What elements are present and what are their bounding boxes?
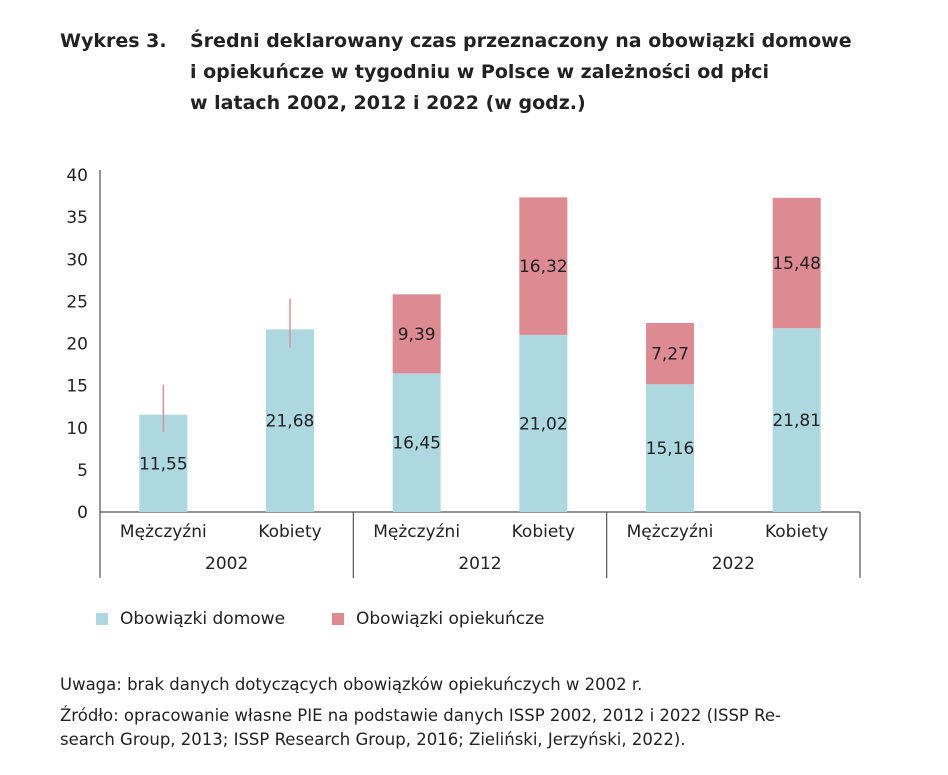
category-label: Mężczyźni: [120, 522, 207, 542]
data-label: 21,02: [519, 414, 568, 434]
legend-label: Obowiązki opiekuńcze: [356, 609, 545, 629]
legend-swatch: [96, 613, 108, 625]
title-line: i opiekuńcze w tygodniu w Polsce w zależ…: [190, 61, 769, 83]
y-tick-label: 40: [66, 166, 88, 186]
source-line: Źródło: opracowanie własne PIE na podsta…: [60, 706, 781, 725]
category-label: Kobiety: [765, 522, 828, 542]
bar-opiekuncze: [392, 294, 441, 374]
note: Uwaga: brak danych dotyczących obowiązkó…: [60, 675, 643, 694]
legend-item-domowe: Obowiązki domowe: [96, 609, 285, 629]
category-label: Kobiety: [258, 522, 321, 542]
data-label: 11,55: [139, 454, 188, 474]
y-tick-label: 30: [66, 250, 88, 270]
data-label: 21,68: [266, 412, 315, 432]
data-label: 9,39: [398, 325, 436, 345]
group-label: 2022: [712, 554, 755, 574]
data-label: 7,27: [651, 345, 689, 365]
bar-domowe: [772, 328, 821, 512]
group-label: 2002: [205, 554, 248, 574]
source-line: search Group, 2013; ISSP Research Group,…: [60, 730, 686, 749]
y-tick-label: 0: [77, 503, 88, 523]
data-label: 21,81: [772, 411, 821, 431]
data-label: 16,32: [519, 257, 568, 277]
category-label: Mężczyźni: [373, 522, 460, 542]
y-tick-label: 35: [66, 208, 88, 228]
bar-domowe: [266, 329, 314, 512]
bar-domowe: [392, 373, 441, 512]
y-tick-label: 20: [66, 335, 88, 355]
chart-area: 0 5 10 15 20 25 30 35 40 2002 2012 2022 Mężczyźni 11,…: [66, 166, 861, 578]
data-label: 16,45: [392, 434, 441, 454]
bar-domowe: [519, 334, 568, 512]
bar-opiekuncze: [519, 197, 568, 335]
bar-domowe: [646, 384, 694, 512]
group-label: 2012: [458, 554, 501, 574]
data-label: 15,48: [772, 254, 821, 274]
legend-swatch: [332, 613, 344, 625]
legend-item-opiekuncze: Obowiązki opiekuńcze: [332, 609, 545, 629]
figure-label: Wykres 3.: [60, 30, 167, 52]
bar-opiekuncze: [772, 197, 821, 329]
data-label: 15,16: [646, 439, 695, 459]
y-tick-label: 10: [66, 419, 88, 439]
title-line: w latach 2002, 2012 i 2022 (w godz.): [190, 92, 586, 114]
y-tick-label: 5: [77, 461, 88, 481]
legend-label: Obowiązki domowe: [120, 609, 286, 629]
y-tick-label: 25: [66, 292, 88, 312]
bar-opiekuncze: [646, 323, 694, 385]
category-label: Mężczyźni: [627, 522, 714, 542]
category-label: Kobiety: [512, 522, 575, 542]
title-line: Średni deklarowany czas przeznaczony na …: [190, 30, 852, 52]
y-tick-label: 15: [66, 377, 88, 397]
